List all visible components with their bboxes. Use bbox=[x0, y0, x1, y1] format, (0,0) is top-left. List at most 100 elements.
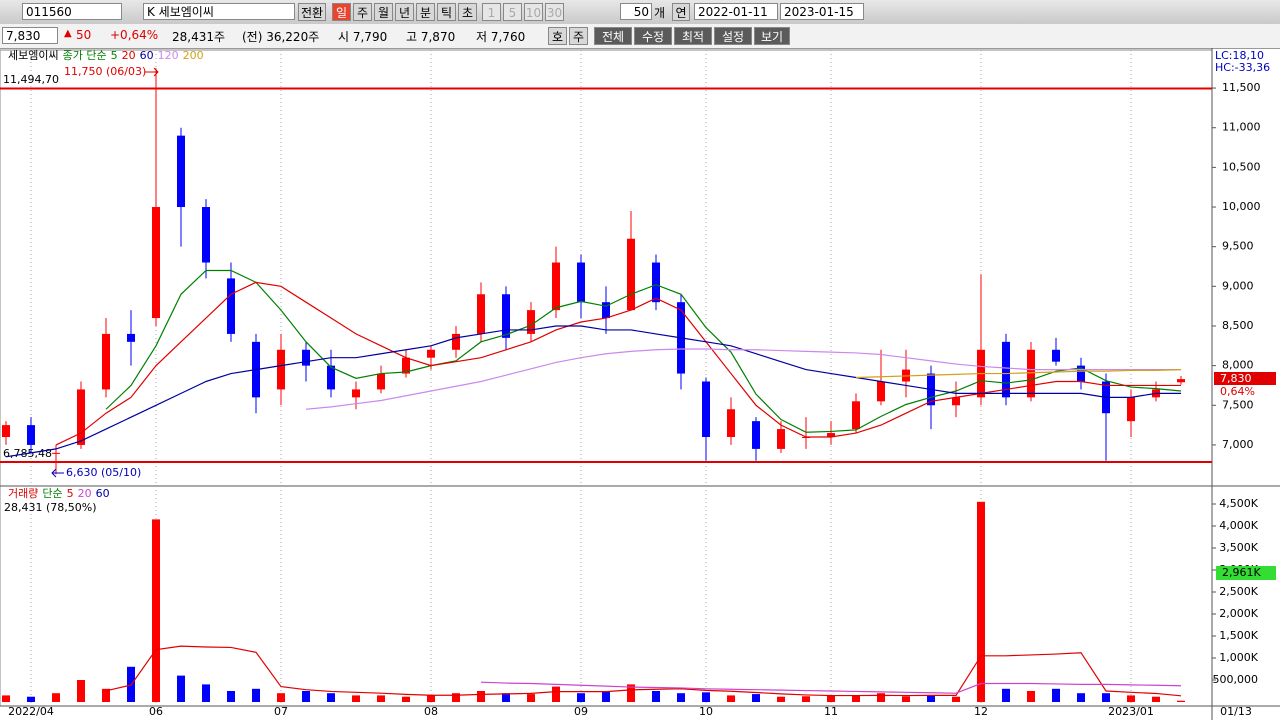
volume-bar bbox=[727, 695, 735, 702]
candle-body bbox=[77, 389, 85, 445]
volume-bar bbox=[1027, 690, 1035, 702]
tool-button[interactable]: 최적 bbox=[674, 27, 712, 45]
count-button[interactable]: 5 bbox=[503, 3, 522, 21]
volume-bar bbox=[1152, 696, 1160, 702]
count-button[interactable]: 1 bbox=[482, 3, 501, 21]
candle-body bbox=[227, 278, 235, 334]
period-button[interactable]: 년 bbox=[395, 3, 414, 21]
count-button[interactable]: 30 bbox=[545, 3, 564, 21]
last-price: 7,830 bbox=[1220, 372, 1252, 385]
hc-label: HC:-33,36 bbox=[1215, 61, 1270, 74]
volume-bar bbox=[1077, 693, 1085, 702]
count-unit: 개 bbox=[654, 6, 666, 20]
candle-body bbox=[952, 397, 960, 406]
candle-body bbox=[102, 333, 110, 390]
year-button[interactable]: 연 bbox=[672, 3, 690, 21]
candle-body bbox=[1052, 349, 1060, 362]
legend-item: 200 bbox=[183, 49, 204, 62]
volume-bar bbox=[452, 693, 460, 702]
y-tick-label: 11,500 bbox=[1222, 81, 1261, 94]
candle-body bbox=[502, 294, 510, 338]
volume-bar bbox=[827, 695, 835, 702]
y-tick-label: 1,500K bbox=[1219, 629, 1258, 642]
tool-button[interactable]: 주 bbox=[569, 27, 588, 45]
volume-bar bbox=[1177, 700, 1185, 702]
legend-item: 120 bbox=[158, 49, 179, 62]
candle-body bbox=[452, 333, 460, 350]
candle-body bbox=[602, 302, 610, 319]
volume-bar bbox=[227, 690, 235, 702]
candle-body bbox=[277, 349, 285, 390]
tool-button[interactable]: 설정 bbox=[714, 27, 752, 45]
candle-body bbox=[877, 381, 885, 402]
period-button[interactable]: 틱 bbox=[437, 3, 456, 21]
candle-body bbox=[377, 373, 385, 390]
volume: 28,431주 bbox=[172, 30, 226, 44]
y-tick-label: 10,000 bbox=[1222, 200, 1261, 213]
volume-ma-line bbox=[480, 681, 1182, 694]
volume-bar bbox=[1102, 693, 1110, 702]
volume-bar bbox=[302, 690, 310, 702]
period-button[interactable]: 분 bbox=[416, 3, 435, 21]
convert-button[interactable]: 전환 bbox=[298, 3, 326, 21]
period-button[interactable]: 초 bbox=[458, 3, 477, 21]
legend: 거래량 단순 5 20 60 bbox=[8, 487, 110, 500]
stock-name[interactable]: K 세보엠이씨 bbox=[143, 3, 295, 20]
y-tick-label: 500,000 bbox=[1213, 673, 1259, 686]
x-tick-label: 11 bbox=[824, 705, 838, 718]
candle-body bbox=[352, 389, 360, 398]
y-tick-label: 11,000 bbox=[1222, 121, 1261, 134]
x-tick-label: 08 bbox=[424, 705, 438, 718]
reference-label: 11,494,70 bbox=[3, 73, 59, 86]
last-price-box bbox=[1214, 372, 1276, 385]
open: 시 7,790 bbox=[338, 30, 388, 44]
volume-bar bbox=[277, 693, 285, 702]
tool-button[interactable]: 호 bbox=[548, 27, 567, 45]
lc-label: LC:18,10 bbox=[1215, 49, 1264, 62]
tool-button[interactable]: 전체 bbox=[594, 27, 632, 45]
volume-bar bbox=[1002, 688, 1010, 702]
candle-body bbox=[752, 421, 760, 449]
volume-bar bbox=[502, 693, 510, 702]
info-bar: 7,830 ▲ 50 +0,64% 28,431주 (전) 36,220주 시 … bbox=[0, 24, 1280, 49]
candle-body bbox=[27, 425, 35, 445]
period-button[interactable]: 월 bbox=[374, 3, 393, 21]
y-tick-label: 2,000K bbox=[1219, 607, 1258, 620]
candle-body bbox=[2, 425, 10, 438]
candle-body bbox=[702, 381, 710, 438]
period-button[interactable]: 일 bbox=[332, 3, 351, 21]
volume-bar bbox=[1052, 688, 1060, 702]
volume-bar bbox=[402, 696, 410, 702]
legend-item: 5 bbox=[67, 487, 74, 500]
high-annotation: 11,750 (06/03) bbox=[64, 65, 146, 78]
tool-button[interactable]: 수정 bbox=[634, 27, 672, 45]
volume-bar bbox=[27, 696, 35, 702]
candle-body bbox=[1002, 341, 1010, 398]
ma-line bbox=[305, 348, 1181, 410]
candle-body bbox=[152, 207, 160, 319]
volume-bar bbox=[52, 693, 60, 702]
volume-bar bbox=[152, 519, 160, 702]
y-tick-label: 8,500 bbox=[1222, 319, 1254, 332]
volume-bar bbox=[952, 696, 960, 702]
candle-body bbox=[652, 262, 660, 303]
tool-button[interactable]: 보기 bbox=[754, 27, 790, 45]
end-date[interactable]: 2023-01-15 bbox=[780, 3, 864, 20]
candle-body bbox=[1177, 379, 1185, 383]
volume-bar bbox=[177, 675, 185, 702]
start-date[interactable]: 2022-01-11 bbox=[694, 3, 778, 20]
y-tick-label: 7,000 bbox=[1222, 438, 1254, 451]
y-tick-label: 1,000K bbox=[1219, 651, 1258, 664]
volume-current: 28,431 (78,50%) bbox=[4, 501, 97, 514]
change: 50 bbox=[76, 28, 92, 42]
count-input[interactable]: 50 bbox=[620, 3, 652, 20]
price: 7,830 bbox=[2, 27, 58, 44]
volume-bar bbox=[352, 695, 360, 702]
count-button[interactable]: 10 bbox=[524, 3, 543, 21]
high: 고 7,870 bbox=[406, 30, 456, 44]
volume-bar bbox=[927, 695, 935, 702]
code-input[interactable]: 011560 bbox=[22, 3, 122, 20]
chart: 2022/04 06 07 08 09 10 11 12 2023/01 01/13 7,000 7,… bbox=[0, 48, 1280, 720]
period-button[interactable]: 주 bbox=[353, 3, 372, 21]
y-tick-label: 8,000 bbox=[1222, 359, 1254, 372]
